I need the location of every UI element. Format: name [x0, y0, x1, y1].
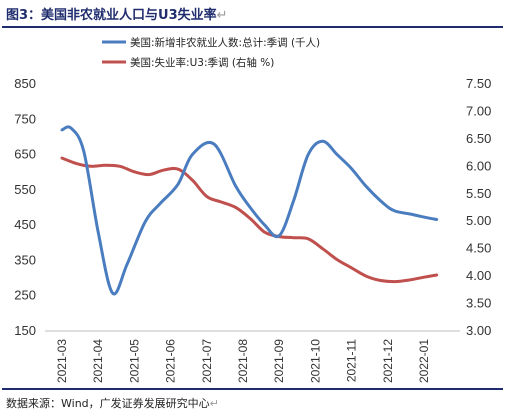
figure-title-text: 图3：美国非农就业人口与U3失业率	[6, 8, 217, 23]
plot-area	[60, 125, 439, 296]
figure-source: 数据来源：Wind，广发证券发展研究中心↵	[6, 395, 219, 411]
x-tick-label: 2021-10	[308, 339, 322, 383]
left-axis: 150 250 350 450 550 650 750 850	[14, 76, 36, 338]
x-tick-label: 2021-05	[127, 339, 141, 383]
legend: 美国:新增非农就业人数:总计:季调 (千人) 美国:失业率:U3:季调 (右轴 …	[102, 36, 320, 69]
left-tick-label: 550	[14, 182, 36, 197]
figure-source-text: 数据来源：Wind，广发证券发展研究中心	[6, 397, 210, 410]
x-tick-label: 2022-01	[417, 339, 431, 383]
left-tick-label: 750	[14, 111, 36, 126]
legend-label-unemployment: 美国:失业率:U3:季调 (右轴 %)	[130, 56, 274, 69]
right-tick-label: 3.00	[466, 323, 491, 338]
figure-title: 图3：美国非农就业人口与U3失业率↵	[6, 4, 228, 23]
left-tick-label: 350	[14, 252, 36, 267]
x-tick-label: 2021-07	[200, 339, 214, 383]
left-tick-label: 850	[14, 76, 36, 91]
left-tick-label: 650	[14, 147, 36, 162]
x-tick-label: 2021-11	[345, 339, 359, 382]
x-axis: 2021-03 2021-04 2021-05 2021-06 2021-07 2021-…	[45, 330, 460, 383]
right-tick-label: 6.50	[466, 131, 491, 146]
series-line-unemployment	[60, 156, 439, 284]
left-tick-label: 150	[14, 323, 36, 338]
series-line-payrolls	[60, 125, 439, 296]
source-rule	[2, 388, 503, 390]
left-tick-label: 450	[14, 217, 36, 232]
x-tick-label: 2021-03	[55, 339, 69, 383]
x-tick-label: 2021-08	[236, 339, 250, 383]
right-tick-label: 5.50	[466, 186, 491, 201]
title-rule	[2, 26, 503, 28]
left-tick-label: 250	[14, 288, 36, 303]
right-tick-label: 5.00	[466, 213, 491, 228]
x-tick-label: 2021-12	[381, 339, 395, 383]
return-mark: ↵	[216, 8, 228, 23]
right-tick-label: 6.00	[466, 158, 491, 173]
right-tick-label: 7.00	[466, 103, 491, 118]
right-axis: 3.00 3.50 4.00 4.50 5.00 5.50 6.00 6.50 7.00 7.50	[466, 76, 491, 338]
right-tick-label: 3.50	[466, 296, 491, 311]
right-tick-label: 4.50	[466, 241, 491, 256]
x-tick-label: 2021-04	[91, 339, 105, 383]
legend-label-payrolls: 美国:新增非农就业人数:总计:季调 (千人)	[130, 36, 320, 49]
x-tick-label: 2021-09	[272, 339, 286, 383]
x-tick-label: 2021-06	[164, 339, 178, 383]
return-mark: ↵	[209, 397, 219, 410]
right-tick-label: 4.00	[466, 268, 491, 283]
right-tick-label: 7.50	[466, 76, 491, 91]
